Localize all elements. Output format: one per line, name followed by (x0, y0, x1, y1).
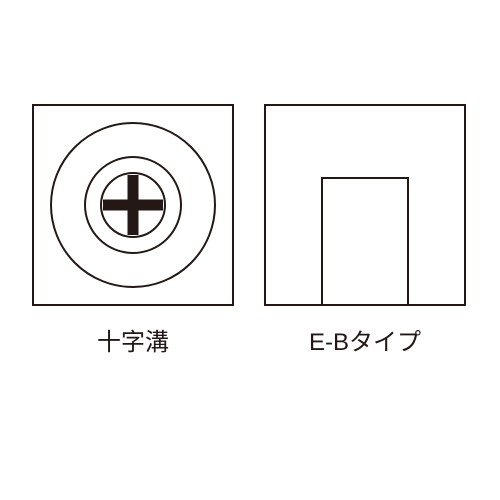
right-label: E-Bタイプ (255, 322, 475, 357)
diagram-canvas: 十字溝 E-Bタイプ (0, 0, 500, 500)
left-label: 十字溝 (23, 322, 243, 357)
inner-open-rect (322, 178, 408, 305)
right-frame (265, 105, 465, 305)
right-panel (265, 105, 465, 305)
left-panel (33, 105, 233, 305)
